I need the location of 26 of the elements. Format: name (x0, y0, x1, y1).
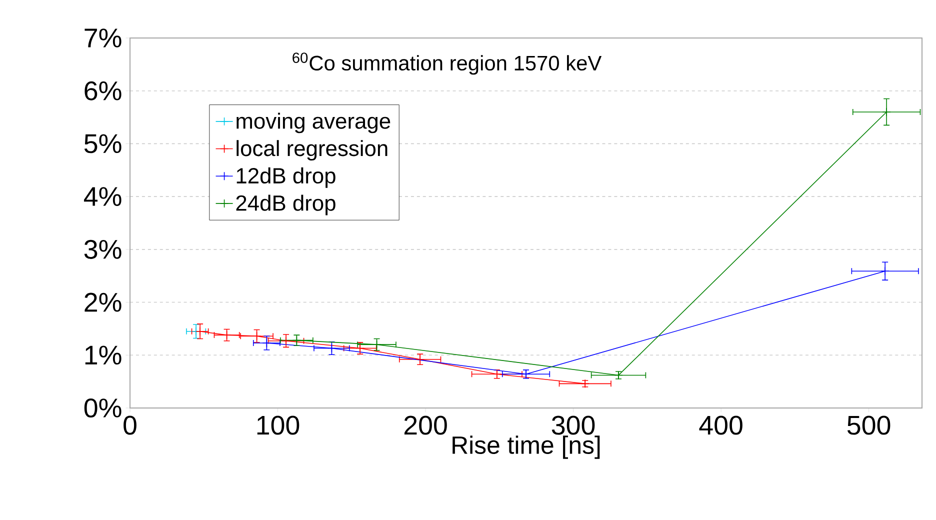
legend-label: local regression (236, 140, 388, 161)
text: $^{60}$Co summation region 1570 keV (292, 52, 602, 75)
point (880, 266, 890, 276)
point (262, 338, 272, 348)
point (327, 344, 336, 353)
legend-label: 12dB drop (236, 167, 336, 188)
point (252, 332, 262, 340)
point (882, 108, 891, 116)
legend-label: 24dB drop (236, 194, 336, 216)
x-tick-label: 500 (847, 416, 890, 435)
y-tick-label: 7% (84, 28, 122, 48)
y-tick-label: 6% (84, 81, 122, 100)
x-tick-label: 200 (404, 416, 447, 435)
x-tick-label: 400 (699, 416, 742, 435)
y-tick-label: 3% (84, 240, 122, 259)
y-tick-label: 0% (84, 398, 122, 418)
x-tick-label: 300 (552, 416, 595, 435)
x-tick-label: 100 (257, 416, 300, 435)
x-tick-label: 0 (124, 416, 136, 435)
y-tick-label: 1% (85, 346, 122, 365)
y-tick-label: 2% (84, 292, 122, 312)
x-axis-title: Rise time [ns] (452, 436, 600, 459)
point (282, 336, 290, 346)
y-tick-label: 5% (84, 134, 122, 154)
y-tick-label: 4% (84, 187, 122, 206)
legend-label: moving average (236, 112, 390, 134)
